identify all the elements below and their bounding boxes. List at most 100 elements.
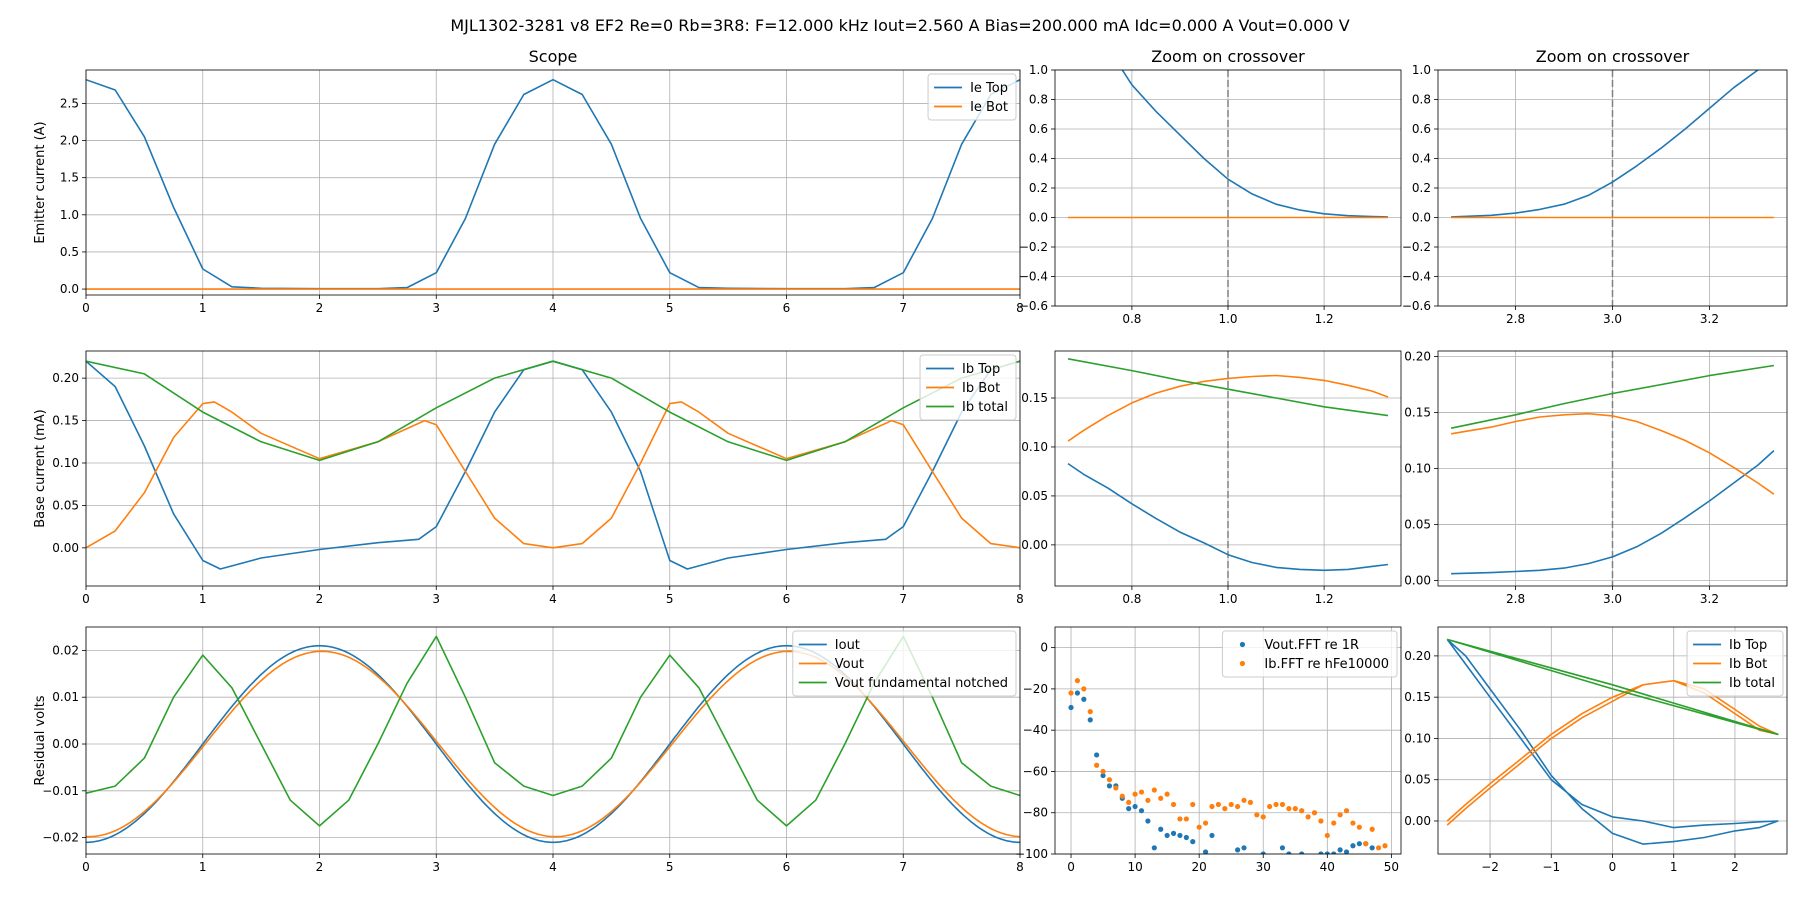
y-axis-label: Emitter current (A) [33, 121, 48, 243]
y-tick-label: 0.10 [1404, 731, 1431, 745]
axes-frame [1054, 626, 1402, 855]
series-line [1451, 70, 1759, 218]
legend-label: Ie Top [970, 81, 1008, 96]
data-point [1350, 820, 1356, 826]
data-point [1190, 801, 1196, 808]
y-tick-label: 0.05 [1404, 517, 1431, 531]
data-point [1331, 820, 1337, 826]
panel-zoom-emitter-1: 0.8 1.0 1.2 −0.6 −0.4 −0.2 0.0 0.2 0.4 0.6 0.8 1.0 Z… [1019, 47, 1402, 326]
data-point [1196, 824, 1202, 830]
data-point [1331, 851, 1337, 854]
data-point [1260, 814, 1266, 820]
legend-label: Ib.FFT re hFe10000 [1264, 657, 1389, 672]
data-point [1126, 806, 1132, 812]
panel-scope-emitter: 0 1 2 3 4 5 6 7 8 0.0 0.5 1.0 1.5 2.0 2.5 Scope Emitter … [33, 47, 1024, 315]
data-point [1222, 806, 1228, 812]
series-line [1446, 638, 1779, 736]
series-line [86, 360, 1020, 462]
y-tick-label: 0.4 [1412, 152, 1431, 166]
series-line [1450, 364, 1775, 429]
data-point [1081, 696, 1087, 702]
y-tick-label: 0.6 [1412, 122, 1431, 136]
series-line [1446, 638, 1779, 845]
x-tick-label: 1.2 [1315, 312, 1334, 326]
x-tick-label: 1.0 [1218, 592, 1237, 606]
legend-box [792, 630, 1017, 697]
y-tick-label: 0 [1040, 641, 1048, 655]
x-tick-label: 1.0 [1218, 312, 1237, 326]
data-point [1235, 803, 1241, 810]
legend-label: Ib Top [1729, 638, 1767, 653]
x-tick-label: 2 [1731, 860, 1739, 874]
legend-box [1686, 630, 1784, 697]
x-tick-label: 4 [549, 860, 557, 874]
data-point [1209, 803, 1215, 810]
y-axis-label: Base current (mA) [33, 409, 48, 528]
y-tick-label: 2.5 [60, 96, 79, 110]
data-point [1241, 845, 1247, 851]
y-tick-label: 0.00 [1021, 538, 1048, 552]
series-line [1067, 462, 1389, 572]
x-tick-label: 3.0 [1603, 592, 1622, 606]
data-point [1170, 830, 1177, 836]
legend-marker [1239, 660, 1246, 667]
data-point [1241, 797, 1247, 803]
x-tick-label: 40 [1320, 860, 1335, 874]
y-tick-label: 0.2 [1029, 181, 1048, 195]
y-tick-label: 0.2 [1412, 181, 1431, 195]
x-tick-label: 20 [1192, 860, 1207, 874]
y-tick-label: 0.0 [1412, 211, 1431, 225]
plot-area [86, 360, 1020, 570]
data-point [1279, 845, 1286, 851]
data-point [1170, 801, 1177, 808]
data-point [1183, 834, 1189, 841]
x-tick-label: 0 [82, 860, 90, 874]
x-tick-label: 30 [1256, 860, 1271, 874]
y-tick-label: 0.05 [1021, 489, 1048, 503]
data-point [1228, 801, 1234, 808]
data-point [1068, 690, 1074, 696]
y-tick-label: 0.20 [1404, 649, 1431, 663]
data-point [1318, 818, 1324, 824]
x-tick-label: 3.2 [1700, 312, 1719, 326]
x-tick-label: 8 [1016, 860, 1024, 874]
series-line [1067, 374, 1389, 442]
x-tick-label: 2.8 [1506, 592, 1525, 606]
data-point [1305, 814, 1311, 820]
y-tick-label: 1.0 [60, 208, 79, 222]
data-point [1106, 777, 1113, 783]
series-line [1121, 70, 1389, 218]
x-tick-label: 1 [199, 860, 207, 874]
data-point [1164, 791, 1170, 797]
figure-suptitle: MJL1302-3281 v8 EF2 Re=0 Rb=3R8: F=12.00… [450, 16, 1349, 35]
data-point [1177, 816, 1183, 822]
x-tick-label: 0 [1609, 860, 1617, 874]
x-tick-label: −1 [1542, 860, 1560, 874]
y-tick-label: 0.8 [1029, 93, 1048, 107]
x-tick-label: 0 [82, 301, 90, 315]
data-point [1183, 816, 1189, 822]
data-point [1292, 806, 1298, 812]
plot-area [1068, 678, 1388, 854]
legend-label: Ib Bot [962, 381, 1000, 396]
x-tick-label: 1 [199, 301, 207, 315]
data-point [1094, 752, 1100, 758]
data-point [1087, 709, 1093, 715]
y-tick-label: 0.8 [1412, 93, 1431, 107]
y-tick-label: −20 [1023, 682, 1048, 696]
legend-box [919, 354, 1017, 421]
data-point [1254, 812, 1260, 818]
y-tick-label: 1.0 [1412, 63, 1431, 77]
x-tick-label: 1.2 [1315, 592, 1334, 606]
y-tick-label: 0.10 [1404, 462, 1431, 476]
data-point [1151, 845, 1157, 851]
series-line [1450, 412, 1775, 495]
data-point [1190, 839, 1196, 845]
x-tick-label: 3 [432, 592, 440, 606]
y-tick-label: 0.20 [1404, 350, 1431, 364]
x-tick-label: 2 [316, 592, 324, 606]
legend-label: Iout [835, 638, 860, 653]
panel-title: Scope [529, 47, 578, 66]
y-tick-label: −100 [1015, 847, 1048, 861]
